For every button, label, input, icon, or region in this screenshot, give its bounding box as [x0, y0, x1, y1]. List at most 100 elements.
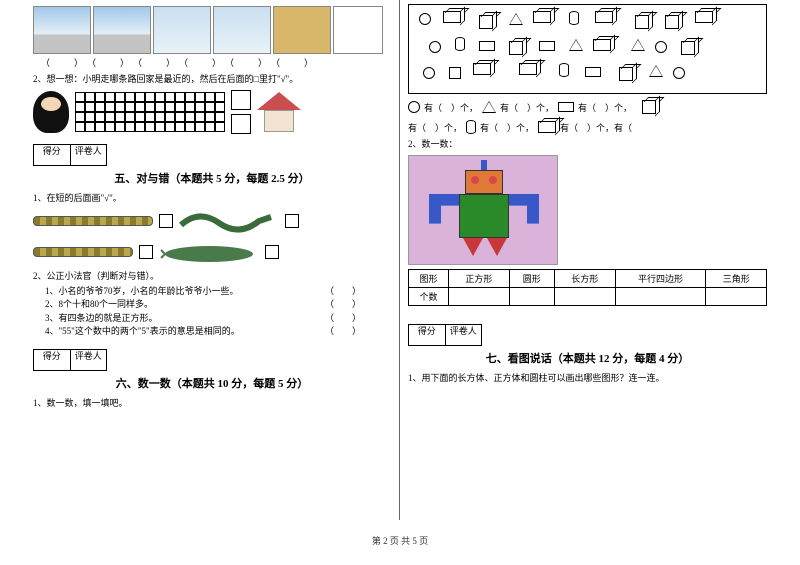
shape-cube2	[635, 15, 649, 29]
shape-circle	[419, 13, 431, 25]
shape-circle4	[423, 67, 435, 79]
section-6-title: 六、数一数（本题共 10 分，每题 5 分）	[33, 375, 391, 391]
thumb-ship2	[93, 6, 151, 54]
shape-cyl2	[455, 37, 465, 51]
shape-cube6	[619, 67, 633, 81]
count-row-1: 有（ ）个， 有（ ）个， 有（ ）个，	[408, 100, 767, 114]
reviewer-label-7: 评卷人	[446, 325, 482, 345]
cnt-circle: 有（ ）个，	[424, 101, 478, 114]
paren-row: （ ） （ ） （ ） （ ） （ ） （ ）	[33, 56, 391, 69]
j1: 1、小名的爷爷70岁，小名的年龄比爷爷小一些。	[45, 285, 239, 299]
right-column: 有（ ）个， 有（ ）个， 有（ ）个， 有（ ）个， 有（ ）个， 有（ ）个…	[400, 0, 775, 520]
checkbox-col	[231, 90, 251, 134]
j4: 4、"55"这个数中的两个"5"表示的意思是相同的。	[45, 325, 240, 339]
rope-check-2[interactable]	[139, 245, 153, 259]
cnt-rect: 有（ ）个，	[578, 101, 632, 114]
shape-tri	[509, 13, 523, 25]
section-5-title: 五、对与错（本题共 5 分，每题 2.5 分）	[33, 170, 391, 186]
shape-cuboid6	[473, 63, 491, 75]
rope-short	[33, 247, 133, 257]
robot-figure	[408, 155, 558, 265]
rope-check-1[interactable]	[159, 214, 173, 228]
snake-icon	[179, 207, 279, 235]
cuboid-icon	[538, 121, 556, 133]
checkbox-1[interactable]	[231, 90, 251, 110]
boy-icon	[33, 91, 69, 133]
score-box-6: 得分 评卷人	[33, 349, 107, 371]
cyl-icon	[466, 120, 476, 134]
c2[interactable]	[509, 287, 554, 305]
shape-cuboid5	[593, 39, 611, 51]
shape-cuboid7	[519, 63, 537, 75]
checkbox-2[interactable]	[231, 114, 251, 134]
score-box-5: 得分 评卷人	[33, 144, 107, 166]
c1[interactable]	[449, 287, 510, 305]
cnt-cyl: 有（ ）个，	[480, 121, 534, 134]
shape-rect2	[539, 41, 555, 51]
thumb-truck	[273, 6, 331, 54]
croc-icon	[159, 238, 259, 266]
shape-cube	[479, 15, 493, 29]
shape-table: 图形 正方形 圆形 长方形 平行四边形 三角形 个数	[408, 269, 767, 306]
rope-long-1	[33, 216, 153, 226]
rope-row-2	[33, 238, 391, 266]
shape-cuboid2	[533, 11, 551, 23]
shape-cuboid4	[695, 11, 713, 23]
shape-cuboid	[443, 11, 461, 23]
shape-cube3	[665, 15, 679, 29]
maze-grid	[75, 92, 225, 132]
th2: 圆形	[509, 269, 554, 287]
shape-cube4	[509, 41, 523, 55]
q7-1: 1、用下面的长方体、正方体和圆柱可以画出哪些图形？连一连。	[408, 372, 767, 385]
r-q2: 2、数一数：	[408, 138, 767, 151]
cnt-tri: 有（ ）个，	[500, 101, 554, 114]
shape-sq	[449, 67, 461, 79]
th3: 长方形	[554, 269, 615, 287]
circle-icon	[408, 101, 420, 113]
croc-check[interactable]	[265, 245, 279, 259]
left-column: （ ） （ ） （ ） （ ） （ ） （ ） 2、想一想：小明走哪条路回家是最…	[25, 0, 400, 520]
c5[interactable]	[706, 287, 767, 305]
judge-list: 1、小名的爷爷70岁，小名的年龄比爷爷小一些。（ ） 2、8个十和80个一同样多…	[45, 285, 391, 339]
rope-row-1	[33, 207, 391, 235]
th5: 三角形	[706, 269, 767, 287]
shape-rect3	[585, 67, 601, 77]
shape-tri3	[631, 39, 645, 51]
q5-2: 2、公正小法官（判断对与错）。	[33, 270, 391, 283]
q2-text: 2、想一想：小明走哪条路回家是最近的，然后在后面的□里打"√"。	[33, 73, 391, 86]
score-label-6: 得分	[34, 350, 71, 370]
shapes-box	[408, 4, 767, 94]
reviewer-label: 评卷人	[71, 145, 107, 165]
j2-blank: （ ）	[325, 298, 361, 312]
house-icon	[257, 92, 301, 132]
thumb-plane	[153, 6, 211, 54]
q6-1: 1、数一数，填一填吧。	[33, 397, 391, 410]
th0: 图形	[409, 269, 449, 287]
shape-circle5	[673, 67, 685, 79]
th1: 正方形	[449, 269, 510, 287]
c4[interactable]	[615, 287, 706, 305]
j3: 3、有四条边的就是正方形。	[45, 312, 158, 326]
thumb-helicopter	[213, 6, 271, 54]
shape-tri2	[569, 39, 583, 51]
cnt-cube: 有（ ）个，	[408, 121, 462, 134]
rect-icon	[558, 102, 574, 112]
score-label: 得分	[34, 145, 71, 165]
image-strip	[33, 6, 391, 54]
shape-cuboid3	[595, 11, 613, 23]
shape-cube5	[681, 41, 695, 55]
tr0: 个数	[409, 287, 449, 305]
shape-cyl3	[559, 63, 569, 77]
c3[interactable]	[554, 287, 615, 305]
tri-icon	[482, 101, 496, 113]
score-box-7: 得分 评卷人	[408, 324, 482, 346]
count-row-2: 有（ ）个， 有（ ）个， 有（ ）个，有（	[408, 120, 767, 134]
shape-cyl	[569, 11, 579, 25]
shape-tri4	[649, 65, 663, 77]
th4: 平行四边形	[615, 269, 706, 287]
j1-blank: （ ）	[325, 285, 361, 299]
q5-1: 1、在短的后面画"√"。	[33, 192, 391, 205]
shape-circle2	[429, 41, 441, 53]
snake-check[interactable]	[285, 214, 299, 228]
maze-wrap	[33, 90, 391, 134]
